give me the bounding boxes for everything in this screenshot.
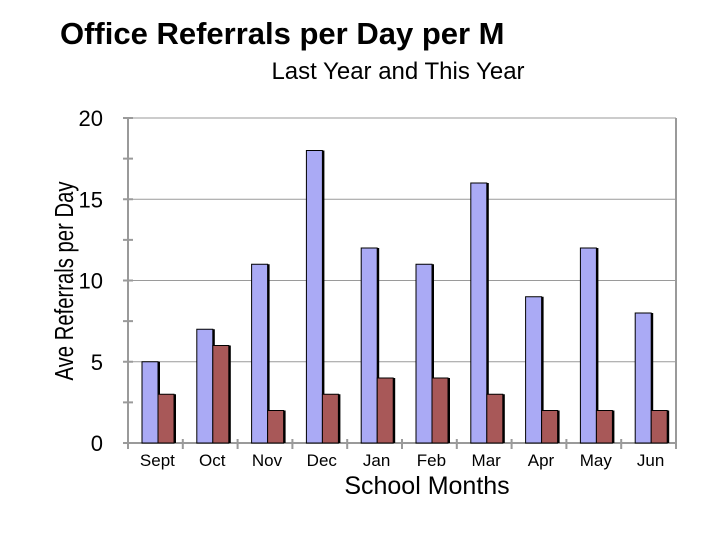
bar xyxy=(305,150,323,444)
x-axis-label: School Months xyxy=(344,472,509,500)
bar xyxy=(212,345,230,444)
y-tick-label: 0 xyxy=(91,431,103,456)
bar xyxy=(157,393,175,444)
chart-subtitle: Last Year and This Year xyxy=(271,58,524,85)
y-tick-label: 5 xyxy=(91,350,103,375)
bar xyxy=(141,361,159,444)
x-tick-label: Apr xyxy=(528,451,555,470)
bar xyxy=(486,393,504,444)
x-tick-label: May xyxy=(580,451,613,470)
bar xyxy=(579,247,597,444)
plot-area: 0 5 10 15 20 Sept Oct Nov Dec Jan Feb Mar Apr May Jun xyxy=(79,106,677,470)
x-tick-label: Mar xyxy=(472,451,502,470)
bar xyxy=(431,377,449,444)
x-tick-label: Jun xyxy=(637,451,664,470)
bar xyxy=(321,393,339,444)
bar xyxy=(267,410,285,444)
bar xyxy=(376,377,394,444)
bar xyxy=(595,410,613,444)
x-tick-label: Sept xyxy=(140,451,175,470)
y-axis-label: Ave Referrals per Day xyxy=(50,181,79,380)
bar xyxy=(634,312,652,444)
bar xyxy=(470,182,488,444)
bar xyxy=(251,263,269,444)
x-tick-label: Feb xyxy=(417,451,446,470)
bar xyxy=(360,247,378,444)
y-tick-label: 15 xyxy=(79,187,103,212)
bar xyxy=(415,263,433,444)
y-tick-label: 20 xyxy=(79,106,103,131)
x-tick-label: Dec xyxy=(307,451,338,470)
bar xyxy=(541,410,559,444)
y-tick-label: 10 xyxy=(79,269,103,294)
x-tick-label: Nov xyxy=(252,451,283,470)
x-tick-label: Oct xyxy=(199,451,226,470)
bar xyxy=(650,410,668,444)
bar xyxy=(196,328,214,444)
x-tick-label: Jan xyxy=(363,451,390,470)
bar xyxy=(525,296,543,444)
chart-title: Office Referrals per Day per M xyxy=(60,16,505,51)
